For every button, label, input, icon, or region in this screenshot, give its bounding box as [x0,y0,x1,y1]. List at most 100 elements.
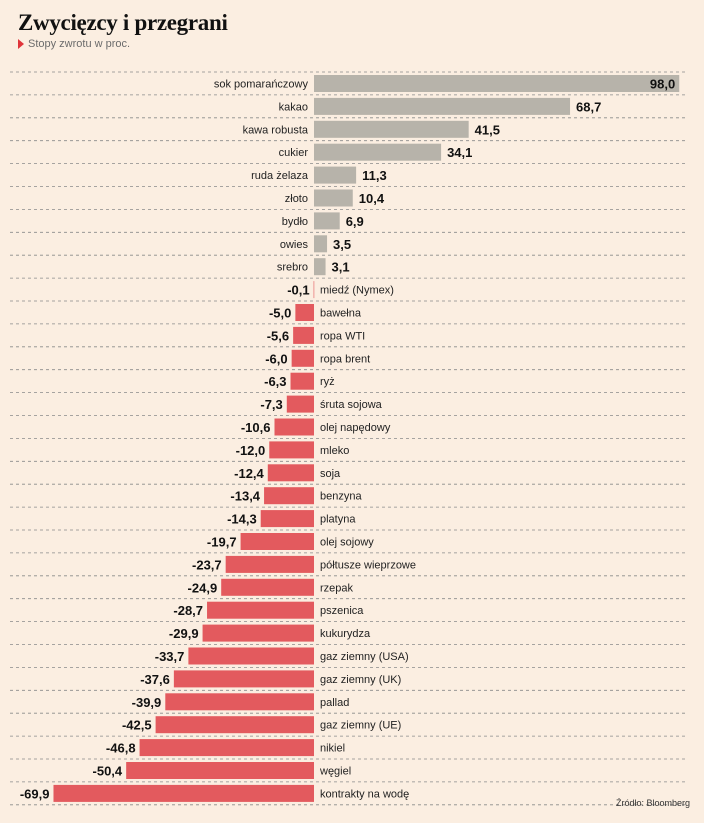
value-label: 10,4 [359,191,385,206]
bar [173,670,314,688]
bar [314,189,353,207]
category-label: owies [280,239,309,251]
value-label: -12,0 [236,443,266,458]
category-label: gaz ziemny (USA) [320,651,409,663]
category-label: soja [320,468,341,480]
bar [291,349,314,367]
category-label: miedź (Nymex) [320,285,394,297]
category-label: kukurydza [320,628,371,640]
value-label: -19,7 [207,535,237,550]
category-label: ropa brent [320,353,370,365]
bar [139,739,314,757]
category-label: półtusze wieprzowe [320,559,416,571]
category-label: kakao [279,101,308,113]
bar [165,693,314,711]
category-label: węgiel [319,766,351,778]
category-label: sok pomarańczowy [214,79,309,91]
value-label: -23,7 [192,557,222,572]
category-label: mleko [320,445,349,457]
value-label: -5,6 [267,328,289,343]
category-label: srebro [277,262,308,274]
category-label: pallad [320,697,349,709]
bar [207,601,314,619]
category-label: bawełna [320,308,362,320]
bar [290,372,314,390]
category-label: benzyna [320,491,362,503]
bar [313,281,315,299]
bar [202,624,314,642]
value-label: -24,9 [188,580,218,595]
category-label: ryż [320,376,335,388]
bar [295,304,314,321]
bar [264,487,314,505]
value-label: -39,9 [132,695,162,710]
value-label: -50,4 [93,764,123,779]
value-label: -7,3 [260,397,282,412]
bar [286,395,314,413]
category-label: gaz ziemny (UK) [320,674,401,686]
value-label: -5,0 [269,306,291,321]
bar [314,235,328,253]
value-label: -0,1 [287,283,309,298]
category-label: śruta sojowa [320,399,383,411]
value-label: -69,9 [20,786,50,801]
value-label: -28,7 [173,603,203,618]
bar [267,464,314,482]
bar [126,762,314,779]
category-label: nikiel [320,743,345,755]
category-label: rzepak [320,582,354,594]
chart-title: Zwycięzcy i przegrani [18,10,228,35]
category-label: bydło [282,216,308,228]
bar [269,441,314,459]
source-note: Źródło: Bloomberg [615,798,690,808]
value-label: -12,4 [234,466,264,481]
value-label: 41,5 [475,122,500,137]
value-label: -14,3 [227,512,257,527]
chart-subtitle: Stopy zwrotu w proc. [18,38,130,50]
bar [53,784,315,802]
category-label: kawa robusta [243,124,309,136]
bar [225,555,314,573]
value-label: 6,9 [346,214,364,229]
value-label: -33,7 [155,649,185,664]
value-label: 68,7 [576,99,601,114]
bar [293,326,314,344]
value-label: -6,0 [265,351,287,366]
value-label: -46,8 [106,741,136,756]
chart-subtitle-text: Stopy zwrotu w proc. [28,38,131,50]
bar [221,578,314,596]
value-label: -37,6 [140,672,170,687]
value-label: 98,0 [650,77,675,92]
bar [260,510,314,528]
bar [314,212,340,230]
bar [155,716,314,734]
category-label: platyna [320,514,356,526]
category-label: cukier [279,147,309,159]
category-label: ropa WTI [320,330,365,342]
value-label: 3,5 [333,237,351,252]
category-label: kontrakty na wodę [320,788,409,800]
value-label: -29,9 [169,626,199,641]
value-label: -10,6 [241,420,271,435]
value-label: 3,1 [332,260,350,275]
bar [314,258,326,276]
bar [314,143,442,161]
category-label: gaz ziemny (UE) [320,720,401,732]
bar [240,533,314,550]
value-label: -13,4 [230,489,260,504]
value-label: -42,5 [122,718,152,733]
bar [314,97,571,115]
bar [314,75,680,92]
value-label: -6,3 [264,374,286,389]
bar [274,418,314,436]
category-label: olej sojowy [320,537,374,549]
value-label: 34,1 [447,145,472,160]
bar [314,166,357,184]
triangle-arrow-icon [18,39,24,49]
category-label: olej napędowy [320,422,391,434]
value-label: 11,3 [362,168,387,183]
bar [188,647,314,665]
category-label: złoto [285,193,308,205]
category-label: pszenica [320,605,364,617]
